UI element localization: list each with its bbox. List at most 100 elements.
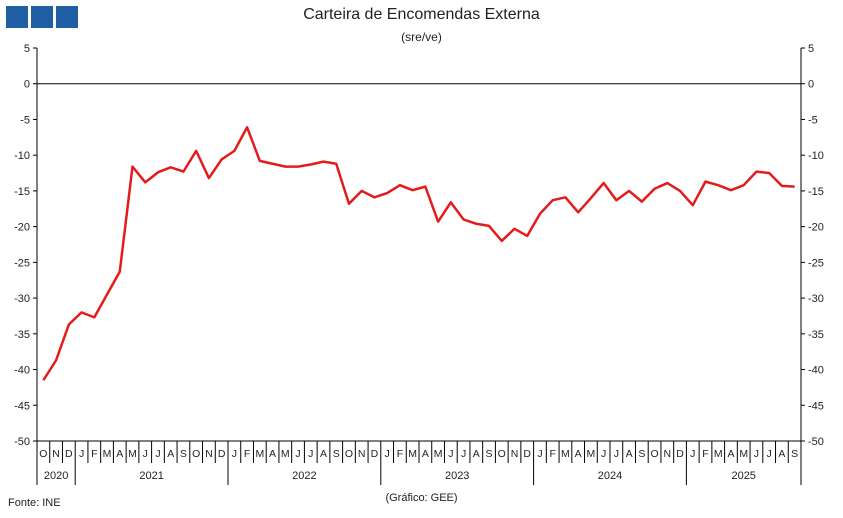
logo-square-icon (31, 6, 53, 28)
month-label: A (422, 448, 429, 460)
chart-title: Carteira de Encomendas Externa (303, 6, 540, 23)
month-label: M (561, 448, 570, 460)
year-label: 2023 (445, 470, 469, 482)
month-label: D (523, 448, 531, 460)
month-label: J (767, 448, 772, 460)
y-tick-label-left: -5 (20, 114, 30, 126)
month-label: M (408, 448, 417, 460)
month-label: J (155, 448, 160, 460)
month-label: J (614, 448, 619, 460)
month-label: M (281, 448, 290, 460)
month-label: S (333, 448, 340, 460)
y-tick-label-right: -50 (808, 436, 824, 448)
month-label: S (791, 448, 798, 460)
month-label: M (714, 448, 723, 460)
month-label: F (702, 448, 708, 460)
month-label: J (295, 448, 300, 460)
y-tick-label-right: -10 (808, 150, 824, 162)
month-label: J (143, 448, 148, 460)
y-tick-label-right: -40 (808, 365, 824, 377)
y-tick-label-left: -15 (14, 186, 30, 198)
logo-square-icon (56, 6, 78, 28)
year-label: 2022 (292, 470, 316, 482)
month-label: F (397, 448, 403, 460)
month-label: S (180, 448, 187, 460)
y-tick-label-left: -40 (14, 365, 30, 377)
y-tick-label-left: 0 (24, 79, 30, 91)
year-label: 2025 (731, 470, 755, 482)
month-label: M (255, 448, 264, 460)
month-label: J (448, 448, 453, 460)
y-tick-label-left: -30 (14, 293, 30, 305)
month-label: F (91, 448, 97, 460)
y-tick-label-right: -35 (808, 329, 824, 341)
y-tick-label-right: -20 (808, 222, 824, 234)
month-label: A (778, 448, 785, 460)
y-tick-label-right: -45 (808, 400, 824, 412)
month-label: O (39, 448, 47, 460)
month-label: A (167, 448, 174, 460)
year-label: 2021 (139, 470, 163, 482)
month-label: S (486, 448, 493, 460)
y-tick-label-right: -5 (808, 114, 818, 126)
y-tick-label-right: -15 (808, 186, 824, 198)
month-label: N (664, 448, 672, 460)
month-label: F (549, 448, 555, 460)
y-tick-label-left: -10 (14, 150, 30, 162)
month-label: N (52, 448, 60, 460)
y-tick-label-right: -25 (808, 257, 824, 269)
month-label: J (385, 448, 390, 460)
y-tick-label-left: -50 (14, 436, 30, 448)
month-label: J (754, 448, 759, 460)
year-label: 2024 (598, 470, 622, 482)
month-label: D (218, 448, 226, 460)
month-label: D (371, 448, 379, 460)
month-label: S (638, 448, 645, 460)
month-label: O (498, 448, 506, 460)
y-tick-label-left: -25 (14, 257, 30, 269)
month-label: J (537, 448, 542, 460)
month-label: A (320, 448, 327, 460)
month-label: D (65, 448, 73, 460)
chart-subtitle: (sre/ve) (401, 30, 442, 44)
month-label: N (358, 448, 366, 460)
month-label: M (103, 448, 112, 460)
month-label: M (434, 448, 443, 460)
month-label: O (192, 448, 200, 460)
source-note: Fonte: INE (8, 497, 61, 509)
y-tick-label-right: 5 (808, 43, 814, 55)
month-label: J (690, 448, 695, 460)
month-label: J (308, 448, 313, 460)
series-line (42, 126, 795, 381)
chart-credit: (Gráfico: GEE) (385, 492, 458, 504)
month-label: N (205, 448, 213, 460)
month-label: A (626, 448, 633, 460)
month-label: M (128, 448, 137, 460)
y-tick-label-left: -35 (14, 329, 30, 341)
month-label: F (244, 448, 250, 460)
month-label: M (587, 448, 596, 460)
y-tick-label-left: 5 (24, 43, 30, 55)
month-label: D (676, 448, 684, 460)
month-label: O (345, 448, 353, 460)
y-tick-label-right: 0 (808, 79, 814, 91)
month-label: J (232, 448, 237, 460)
year-label: 2020 (44, 470, 68, 482)
month-label: J (79, 448, 84, 460)
month-label: A (269, 448, 276, 460)
y-tick-label-left: -20 (14, 222, 30, 234)
y-tick-label-left: -45 (14, 400, 30, 412)
month-label: J (461, 448, 466, 460)
month-label: M (739, 448, 748, 460)
month-label: O (650, 448, 658, 460)
month-label: J (601, 448, 606, 460)
logo (6, 6, 78, 28)
month-label: A (575, 448, 582, 460)
logo-square-icon (6, 6, 28, 28)
month-label: A (473, 448, 480, 460)
month-label: N (511, 448, 519, 460)
month-label: A (116, 448, 123, 460)
y-tick-label-right: -30 (808, 293, 824, 305)
month-label: A (727, 448, 734, 460)
